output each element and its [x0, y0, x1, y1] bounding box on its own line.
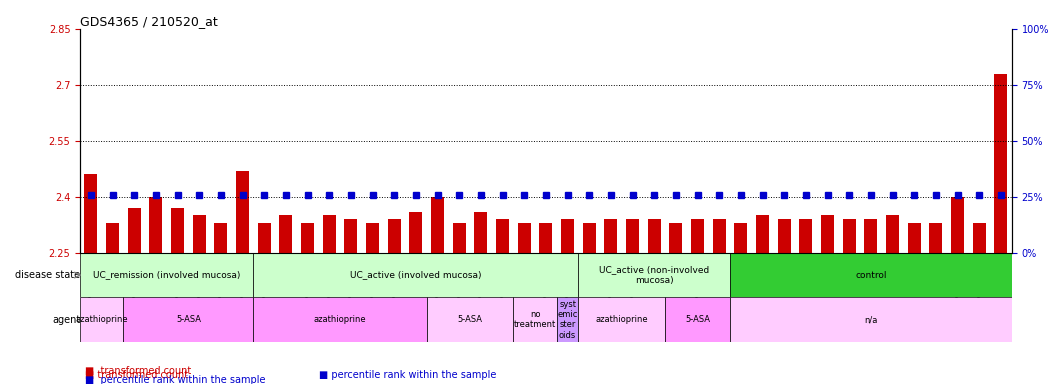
Text: n/a: n/a [864, 315, 878, 324]
FancyBboxPatch shape [579, 298, 665, 342]
Text: 5-ASA: 5-ASA [458, 315, 483, 324]
FancyBboxPatch shape [730, 298, 1012, 342]
Text: ■ percentile rank within the sample: ■ percentile rank within the sample [319, 370, 497, 380]
Bar [604, 219, 617, 253]
Bar [322, 215, 336, 253]
Bar [843, 219, 855, 253]
FancyBboxPatch shape [427, 298, 514, 342]
Text: ■ transformed count: ■ transformed count [85, 370, 188, 380]
Text: azathioprine: azathioprine [596, 315, 648, 324]
Bar [496, 219, 509, 253]
FancyBboxPatch shape [253, 298, 427, 342]
Bar [387, 219, 401, 253]
Text: agent: agent [52, 315, 80, 325]
Bar [149, 197, 163, 253]
FancyBboxPatch shape [579, 253, 730, 298]
Bar [171, 208, 184, 253]
Bar [713, 219, 726, 253]
Text: control: control [855, 271, 886, 280]
Bar [626, 219, 639, 253]
Bar [821, 215, 834, 253]
Text: UC_active (involved mucosa): UC_active (involved mucosa) [350, 271, 482, 280]
Bar [345, 219, 358, 253]
FancyBboxPatch shape [514, 298, 556, 342]
Bar [930, 223, 943, 253]
Bar [951, 197, 964, 253]
FancyBboxPatch shape [665, 298, 730, 342]
Bar [410, 212, 422, 253]
FancyBboxPatch shape [80, 253, 253, 298]
Bar [475, 212, 487, 253]
Bar [106, 223, 119, 253]
FancyBboxPatch shape [556, 298, 579, 342]
Bar [257, 223, 271, 253]
Bar [84, 174, 98, 253]
Bar [431, 197, 444, 253]
FancyBboxPatch shape [80, 298, 123, 342]
Bar [301, 223, 314, 253]
FancyBboxPatch shape [123, 298, 253, 342]
Bar [236, 171, 249, 253]
Bar [280, 215, 293, 253]
Text: azathioprine: azathioprine [314, 315, 366, 324]
Text: ■  transformed count: ■ transformed count [85, 366, 192, 376]
Text: disease state: disease state [15, 270, 80, 280]
Text: syst
emic
ster
oids: syst emic ster oids [558, 300, 578, 340]
Bar [453, 223, 466, 253]
Bar [648, 219, 661, 253]
Text: 5-ASA: 5-ASA [685, 315, 710, 324]
Text: ■  percentile rank within the sample: ■ percentile rank within the sample [85, 375, 266, 384]
Bar [215, 223, 228, 253]
Text: azathioprine: azathioprine [76, 315, 128, 324]
Bar [886, 215, 899, 253]
Bar [539, 223, 552, 253]
Text: no
treatment: no treatment [514, 310, 556, 329]
Text: 5-ASA: 5-ASA [176, 315, 201, 324]
Bar [128, 208, 140, 253]
Bar [692, 219, 704, 253]
Bar [193, 215, 205, 253]
Text: UC_active (non-involved
mucosa): UC_active (non-involved mucosa) [599, 265, 710, 285]
Bar [734, 223, 747, 253]
Bar [583, 223, 596, 253]
Bar [864, 219, 878, 253]
Bar [908, 223, 920, 253]
Bar [799, 219, 813, 253]
FancyBboxPatch shape [253, 253, 579, 298]
Bar [972, 223, 985, 253]
FancyBboxPatch shape [730, 253, 1012, 298]
Text: UC_remission (involved mucosa): UC_remission (involved mucosa) [94, 271, 240, 280]
Text: GDS4365 / 210520_at: GDS4365 / 210520_at [80, 15, 218, 28]
Bar [366, 223, 379, 253]
Bar [778, 219, 791, 253]
Bar [757, 215, 769, 253]
Bar [561, 219, 575, 253]
Bar [995, 74, 1008, 253]
Bar [518, 223, 531, 253]
Bar [669, 223, 682, 253]
